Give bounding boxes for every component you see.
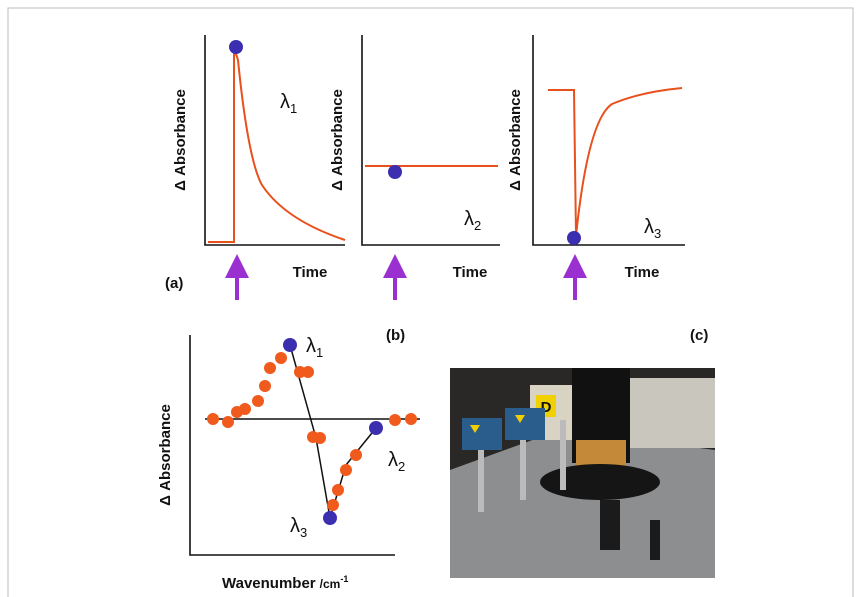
marker bbox=[388, 165, 402, 179]
label: Wavenumber bbox=[222, 575, 316, 592]
axes bbox=[532, 35, 685, 246]
panel-label: (c) bbox=[690, 327, 708, 344]
x-label: Time bbox=[453, 264, 488, 281]
x-label: Time bbox=[625, 264, 660, 281]
axes bbox=[204, 35, 345, 246]
plot-2: Δ Absorbance Time λ2 bbox=[329, 35, 500, 300]
panel-b: λ1 λ2 λ3 Δ Absorbance Wavenumber/cm-1 (b… bbox=[157, 327, 420, 592]
lambda: λ1 bbox=[280, 91, 297, 116]
unit-exp: -1 bbox=[340, 574, 348, 584]
symbol: λ bbox=[464, 208, 474, 230]
symbol: λ bbox=[280, 91, 290, 113]
y-label: Δ Absorbance bbox=[172, 89, 189, 191]
symbol: λ bbox=[306, 335, 316, 357]
photo: D bbox=[450, 368, 715, 578]
lambda: λ3 bbox=[644, 216, 661, 241]
lambda: λ3 bbox=[290, 515, 307, 540]
unit: /cm bbox=[320, 577, 341, 591]
sticker: D bbox=[541, 399, 552, 416]
symbol: λ bbox=[388, 449, 398, 471]
panel-label: (b) bbox=[386, 327, 405, 344]
lambda: λ2 bbox=[388, 449, 405, 474]
x-label: Time bbox=[293, 264, 328, 281]
marker bbox=[323, 511, 337, 525]
subscript: 3 bbox=[300, 525, 307, 540]
trace bbox=[208, 47, 346, 243]
y-label: Δ Absorbance bbox=[329, 89, 346, 191]
points bbox=[207, 352, 417, 511]
marker bbox=[567, 231, 581, 245]
lambda: λ1 bbox=[306, 335, 323, 360]
y-label: Δ Absorbance bbox=[157, 404, 174, 506]
plot-3: Δ Absorbance Time λ3 bbox=[507, 35, 685, 300]
subscript: 1 bbox=[290, 101, 297, 116]
y-label: Δ Absorbance bbox=[507, 89, 524, 191]
axes bbox=[189, 335, 395, 556]
axes bbox=[361, 35, 500, 246]
trace bbox=[548, 87, 683, 237]
marker bbox=[369, 421, 383, 435]
subscript: 3 bbox=[654, 226, 661, 241]
symbol: λ bbox=[290, 515, 300, 537]
subscript: 2 bbox=[474, 218, 481, 233]
subscript: 2 bbox=[398, 459, 405, 474]
panel-label: (a) bbox=[165, 275, 183, 292]
marker bbox=[229, 40, 243, 54]
plot-1: Δ Absorbance Time λ1 bbox=[172, 35, 346, 300]
lambda: λ2 bbox=[464, 208, 481, 233]
subscript: 1 bbox=[316, 345, 323, 360]
marker bbox=[283, 338, 297, 352]
symbol: λ bbox=[644, 216, 654, 238]
frame bbox=[7, 7, 854, 597]
x-label: Wavenumber/cm-1 bbox=[222, 574, 348, 592]
